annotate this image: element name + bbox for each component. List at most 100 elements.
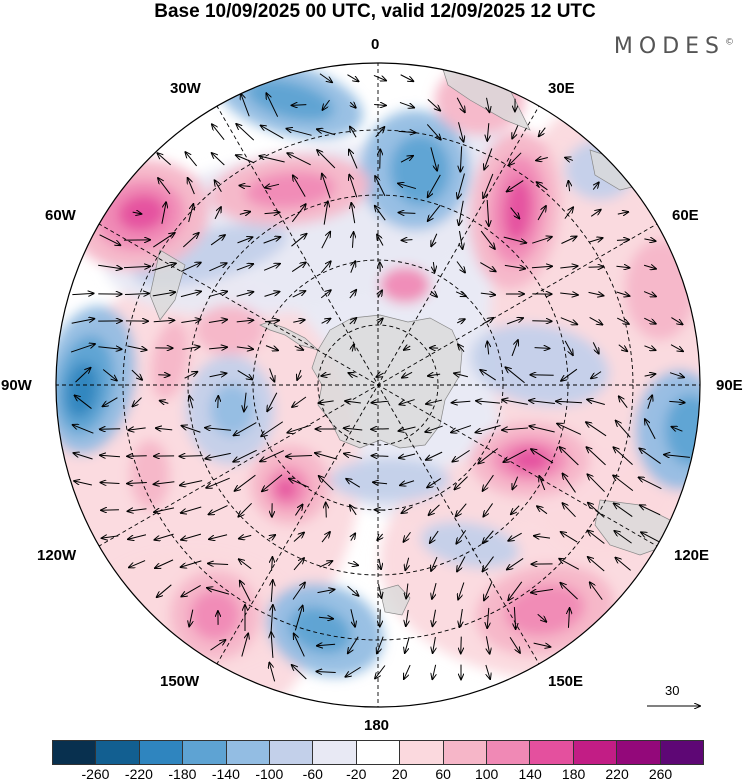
wind-vector — [485, 664, 490, 679]
wind-vector — [483, 474, 494, 491]
wind-vector — [616, 240, 629, 241]
wind-vector — [430, 147, 437, 170]
wind-vector — [559, 559, 580, 570]
wind-vector — [263, 264, 280, 271]
wind-vector — [616, 266, 629, 268]
anomaly-blob — [195, 305, 265, 355]
wind-vector — [319, 476, 334, 491]
wind-vector — [429, 504, 440, 515]
wind-vector — [592, 342, 598, 353]
meridian-label-30w: 30W — [170, 80, 201, 97]
wind-vector — [404, 346, 411, 350]
colorbar-tick-label: 60 — [435, 766, 451, 782]
wind-vector — [590, 210, 601, 217]
wind-vector — [349, 175, 358, 198]
wind-vector — [294, 634, 305, 657]
wind-vector — [375, 176, 386, 197]
wind-vector — [208, 320, 227, 323]
wind-vector — [75, 395, 92, 409]
wind-vector — [321, 374, 331, 376]
wind-vector — [378, 290, 382, 298]
wind-vector — [373, 482, 388, 484]
wind-vector — [644, 346, 655, 350]
wind-vector — [507, 558, 524, 569]
wind-vector — [182, 233, 198, 248]
colorbar — [52, 740, 704, 765]
wind-vector — [344, 454, 363, 459]
wind-vector — [73, 453, 93, 460]
wind-vector — [403, 531, 411, 542]
colorbar-tick-label: 260 — [648, 766, 673, 782]
wind-vector — [218, 396, 219, 409]
wind-vector — [155, 559, 174, 568]
colorbar-swatch — [183, 741, 227, 764]
colorbar-swatch — [226, 741, 271, 764]
wind-vector — [503, 236, 527, 243]
wind-vector — [319, 561, 333, 568]
meridian-label-120w: 120W — [37, 547, 77, 564]
wind-vector — [589, 238, 602, 242]
wind-vector — [487, 342, 488, 355]
wind-vector — [425, 425, 443, 432]
wind-vector — [456, 261, 465, 272]
wind-vector — [73, 425, 94, 434]
wind-vector — [267, 392, 278, 411]
wind-vector — [508, 532, 522, 541]
wind-vector — [271, 580, 272, 602]
wind-vector — [189, 396, 192, 409]
wind-vector — [125, 293, 149, 294]
wind-vector — [181, 585, 201, 596]
wind-vector — [588, 557, 605, 572]
wind-vector — [460, 609, 463, 627]
wind-vector — [350, 102, 356, 108]
wind-vector — [615, 558, 631, 571]
wind-vector — [181, 319, 200, 322]
wind-vector — [128, 534, 147, 539]
wind-vector — [127, 456, 147, 457]
anomaly-blob — [390, 135, 450, 205]
wind-vector — [644, 374, 656, 376]
wind-vector — [292, 665, 307, 680]
wind-vector — [405, 557, 408, 570]
colorbar-swatch — [530, 741, 574, 764]
wind-vector — [483, 503, 493, 516]
wind-vector — [374, 105, 386, 106]
wind-vector — [531, 589, 554, 592]
wind-vector — [101, 482, 120, 483]
wind-vector — [260, 450, 285, 462]
meridian-label-90e: 90E — [716, 377, 743, 394]
colorbar-tick-label: -220 — [124, 766, 153, 782]
wind-vector — [371, 429, 389, 430]
wind-vector — [456, 530, 467, 543]
wind-vector — [347, 563, 358, 566]
wind-vector — [263, 237, 281, 244]
wind-vector — [293, 558, 304, 571]
wind-vector — [504, 265, 525, 268]
wind-vector — [644, 239, 655, 241]
wind-vector — [160, 401, 169, 404]
wind-vector — [457, 319, 465, 323]
modes-logo: MODES© — [614, 34, 734, 59]
brand-mark: © — [725, 37, 734, 48]
wind-vector — [380, 262, 381, 272]
wind-vector — [236, 124, 255, 141]
wind-vector — [291, 262, 306, 272]
wind-vector — [562, 474, 576, 493]
colorbar-tick-label: -60 — [302, 766, 323, 782]
wind-vector — [181, 533, 202, 540]
wind-vector — [613, 475, 634, 492]
meridian-label-60e: 60E — [672, 207, 699, 224]
meridian-label-90w: 90W — [1, 377, 32, 394]
wind-vector — [456, 97, 465, 112]
colorbar-tick-label: -260 — [81, 766, 110, 782]
wind-vector — [205, 428, 231, 431]
wind-vector — [483, 173, 494, 198]
wind-vector — [406, 609, 408, 626]
wind-vector — [316, 671, 336, 672]
colorbar-swatch — [573, 741, 618, 764]
wind-vector — [402, 506, 413, 513]
wind-vector — [152, 263, 176, 272]
wind-vector — [616, 317, 629, 324]
graticule — [56, 63, 700, 707]
wind-vector — [237, 370, 253, 380]
